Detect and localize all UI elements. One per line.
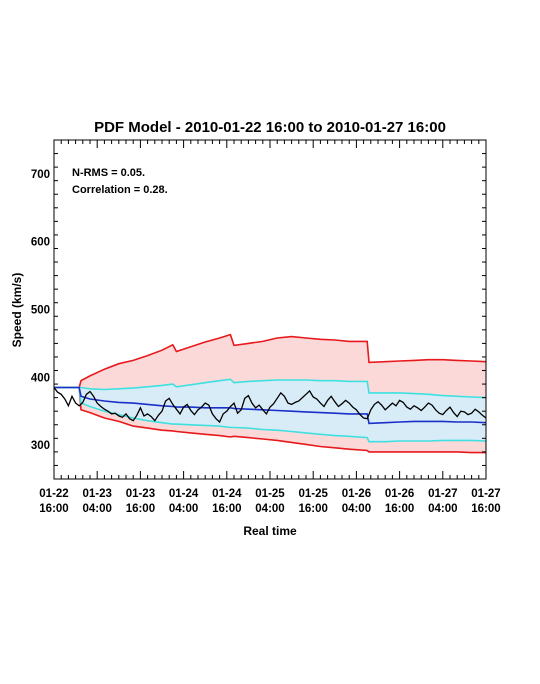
plot-area [53,333,487,454]
x-tick-label: 04:00 [255,503,284,515]
x-tick-label: 01-23 [82,488,111,500]
x-tick-label: 01-22 [39,488,68,500]
inner-upper-bound-line [54,378,487,399]
y-tick-label: 300 [31,440,50,452]
x-tick-label: 16:00 [39,503,68,515]
y-tick-label: 500 [31,305,50,317]
x-tick-label: 04:00 [82,503,111,515]
y-tick-label: 600 [31,237,50,249]
outer-upper-bound-line [54,333,487,389]
annotations: N-RMS = 0.05. Correlation = 0.28. [72,167,168,196]
y-tick-label: 700 [31,169,50,181]
x-tick-label: 01-25 [298,488,328,500]
x-tick-label: 01-26 [342,488,371,500]
x-tick-label: 01-24 [212,488,242,500]
x-tick-label: 01-26 [385,488,414,500]
observed-speed-line [53,387,487,424]
inner-lower-bound-line [54,386,487,443]
correlation-annotation: Correlation = 0.28. [72,184,168,196]
median-line [54,386,487,425]
y-tick-label: 400 [31,372,50,384]
x-tick-label: 16:00 [126,503,155,515]
axis-ticks: 300 400 500 600 700 01-22 16:00 01-23 04:00 01-23… [31,139,501,515]
x-tick-label: 16:00 [385,503,414,515]
x-tick-label: 16:00 [298,503,327,515]
x-tick-label: 16:00 [471,503,500,515]
y-axis-label: Speed (km/s) [10,273,24,348]
outer-lower-bound-line [54,386,486,454]
x-tick-label: 04:00 [169,503,198,515]
x-tick-label: 01-25 [255,488,285,500]
x-tick-label: 01-23 [126,488,155,500]
nrms-annotation: N-RMS = 0.05. [72,167,145,179]
x-tick-label: 01-27 [428,488,457,500]
x-axis-label: Real time [243,524,297,538]
x-tick-label: 16:00 [212,503,241,515]
x-tick-label: 01-24 [169,488,199,500]
x-tick-label: 04:00 [342,503,371,515]
x-tick-label: 04:00 [428,503,457,515]
chart-title: PDF Model - 2010-01-22 16:00 to 2010-01-… [94,119,446,136]
x-tick-label: 01-27 [471,488,500,500]
